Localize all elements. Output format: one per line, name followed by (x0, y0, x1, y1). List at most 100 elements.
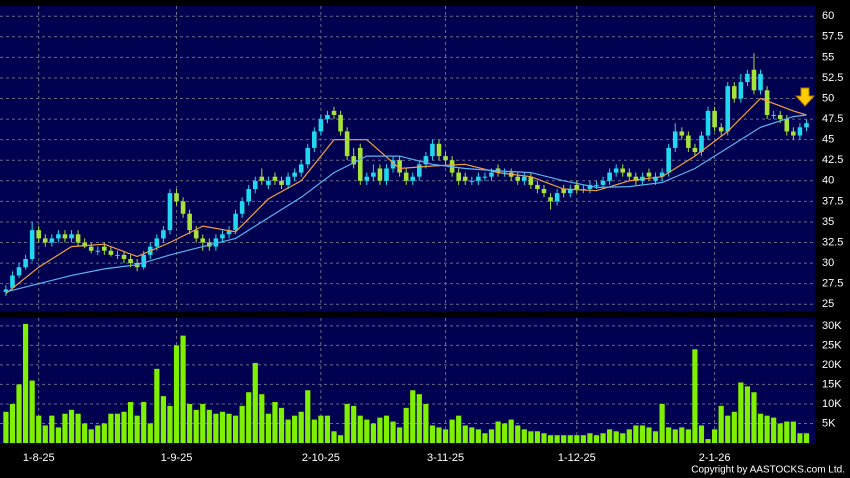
candle-body (804, 123, 809, 128)
volume-bar (508, 419, 514, 443)
candle-body (377, 168, 383, 181)
volume-bar (3, 411, 9, 443)
volume-bar (285, 419, 291, 443)
candle-body (620, 168, 626, 173)
candle-body (469, 180, 475, 182)
volume-bar (278, 407, 285, 443)
y-tick-label: 32.5 (822, 236, 843, 248)
volume-bar (114, 413, 121, 443)
candle-body (357, 147, 363, 181)
volume-bar (600, 433, 606, 443)
volume-bar (757, 413, 764, 443)
volume-bar (49, 415, 55, 443)
candle-body (659, 172, 665, 177)
volume-bar (659, 403, 665, 443)
y-tick-label: 45 (822, 134, 834, 146)
candle-body (23, 258, 28, 268)
candle-body (49, 238, 55, 243)
volume-bar (613, 431, 619, 443)
volume-bar (410, 390, 416, 443)
volume-bar (55, 427, 62, 443)
candle-body (3, 289, 9, 292)
candle-body (443, 156, 448, 161)
volume-bar (712, 429, 718, 443)
volume-bar (101, 423, 107, 443)
volume-bar (777, 423, 783, 443)
volume-bar (318, 415, 324, 443)
candle-body (344, 131, 350, 157)
candle-body (180, 201, 186, 214)
y-tick-label: 60 (822, 10, 834, 22)
candle-body (75, 234, 81, 243)
volume-bar (685, 429, 691, 443)
candle-body (220, 234, 225, 239)
candle-body (712, 110, 717, 128)
volume-bar (324, 415, 331, 443)
volume-bar (311, 419, 317, 443)
volume-bar (193, 409, 199, 443)
volume-bar (357, 415, 363, 443)
volume-bar (377, 417, 383, 443)
volume-bar (187, 403, 193, 443)
candle-body (16, 267, 22, 276)
candle-body (423, 156, 429, 165)
candle-body (10, 275, 15, 288)
candle-body (325, 114, 330, 120)
volume-bar (436, 427, 442, 443)
volume-bar (456, 415, 462, 443)
candle-body (436, 143, 442, 157)
y-tick-label: 10K (822, 398, 842, 410)
candle-body (482, 176, 488, 178)
volume-bar (475, 429, 481, 443)
volume-bar (22, 323, 29, 443)
candle-body (679, 131, 685, 136)
candle-body (167, 193, 173, 231)
candle-body (174, 193, 179, 202)
volume-bar (698, 425, 705, 443)
y-tick-label: 20K (822, 359, 842, 371)
y-tick-label: 50 (822, 92, 834, 104)
volume-bar (528, 431, 534, 443)
volume-bar (554, 435, 560, 443)
candle-body (82, 242, 87, 247)
volume-bar (292, 415, 298, 443)
x-tick-label: 1-8-25 (23, 452, 55, 464)
volume-bar (541, 433, 547, 443)
volume-bar (141, 402, 147, 443)
volume-bar (344, 403, 350, 443)
volume-bar (298, 411, 304, 443)
volume-bar (272, 402, 278, 443)
y-tick-label: 15K (822, 378, 842, 390)
volume-bar (547, 435, 554, 443)
volume-bar (173, 345, 180, 443)
candle-body (587, 184, 593, 190)
candle-body (318, 119, 324, 132)
candle-body (731, 86, 737, 99)
volume-bar (488, 429, 495, 443)
volume-bar (751, 392, 757, 443)
candle-body (384, 168, 389, 181)
volume-bar (167, 405, 173, 443)
volume-bar (16, 384, 22, 443)
volume-bar (95, 425, 101, 443)
y-tick-label: 35 (822, 216, 834, 228)
candle-body (692, 147, 698, 153)
volume-bar (567, 435, 573, 443)
volume-bar (219, 411, 226, 443)
volume-bar (633, 425, 639, 443)
volume-bar (370, 423, 376, 443)
candle-body (554, 193, 560, 202)
volume-bar (574, 435, 580, 443)
candle-body (646, 172, 652, 177)
candle-body (745, 73, 750, 83)
volume-bar (75, 413, 81, 443)
volume-bar (160, 396, 166, 443)
candle-body (686, 135, 691, 148)
candle-body (430, 143, 435, 157)
candle-body (489, 172, 494, 177)
volume-bar (744, 386, 751, 443)
candle-body (351, 156, 356, 165)
volume-bar (534, 431, 541, 443)
plot-layer: 25 27.5 30 32.5 35 37.5 40 42.5 45 47.5 50 52.5 55 57… (0, 6, 843, 464)
y-tick-label: 27.5 (822, 278, 843, 290)
